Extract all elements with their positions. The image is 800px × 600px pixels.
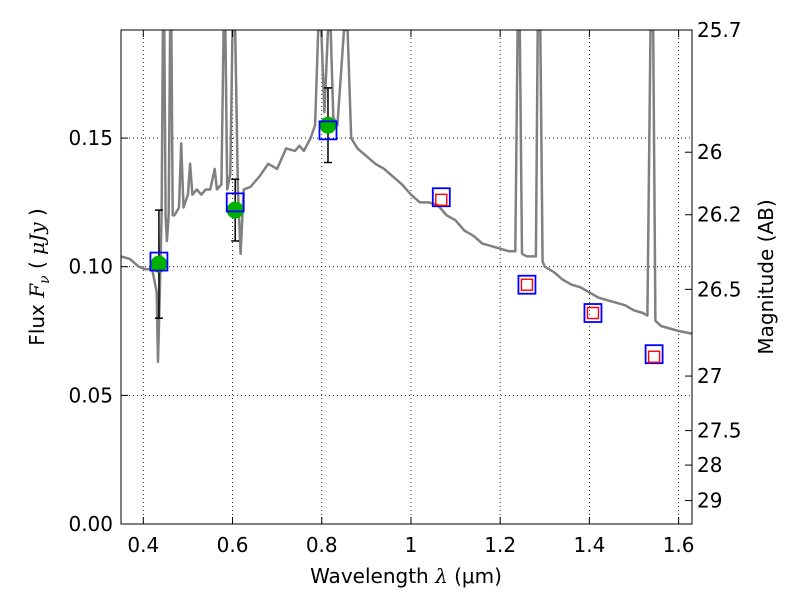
magnitude-axis-label: Magnitude (AB) [754, 199, 778, 354]
magnitude-tick-label: 28 [697, 453, 722, 477]
y-tick-label: 0.10 [68, 255, 113, 279]
model-band-box [583, 303, 603, 323]
predicted-square [586, 306, 600, 320]
observed-point [319, 116, 337, 134]
x-tick-label: 0.8 [306, 533, 338, 557]
model-band-box [149, 251, 169, 272]
magnitude-tick-label: 29 [697, 489, 722, 513]
magnitude-tick-label: 27.5 [697, 419, 742, 443]
x-tick-label: 0.4 [127, 533, 159, 557]
x-tick-label: 1 [405, 533, 418, 557]
model-band-box [431, 187, 451, 208]
x-tick-label: 1.6 [663, 533, 695, 557]
magnitude-tick-label: 26 [697, 140, 722, 164]
observed-point [226, 201, 244, 219]
predicted-square [435, 193, 448, 207]
y-tick-label: 0.15 [68, 126, 113, 150]
model-band-boxes [149, 120, 664, 365]
y-tick-label: 0.05 [68, 383, 113, 407]
y-tick-label: 0.00 [68, 512, 113, 536]
plot-frame [120, 29, 693, 525]
magnitude-axis-ticks: 25.7 26 26.2 26.5 27 27.5 28 29 [685, 18, 742, 513]
model-band-box [517, 274, 537, 295]
magnitude-tick-label: 25.7 [697, 18, 742, 42]
model-band-box [318, 120, 338, 141]
predicted-square [647, 350, 661, 363]
model-band-box [644, 344, 664, 365]
magnitude-tick-label: 26.5 [697, 277, 742, 301]
x-tick-label: 0.6 [217, 533, 249, 557]
magnitude-tick-label: 27 [697, 364, 722, 388]
magnitude-tick-label: 26.2 [697, 203, 742, 227]
y-axis-ticks: 0.00 0.05 0.10 0.15 [68, 126, 128, 536]
y-axis-label: Flux Fν ( μJy ) [25, 208, 53, 345]
model-band-box [225, 192, 245, 213]
x-tick-label: 1.4 [573, 533, 605, 557]
x-axis-label: Wavelength λ (μm) [310, 564, 502, 588]
model-sed-line [121, 30, 692, 364]
predicted-square [520, 278, 534, 291]
x-tick-label: 1.2 [484, 533, 516, 557]
x-axis-ticks: 0.4 0.6 0.8 1 1.2 1.4 1.6 [127, 30, 695, 557]
predicted-squares [435, 193, 661, 363]
